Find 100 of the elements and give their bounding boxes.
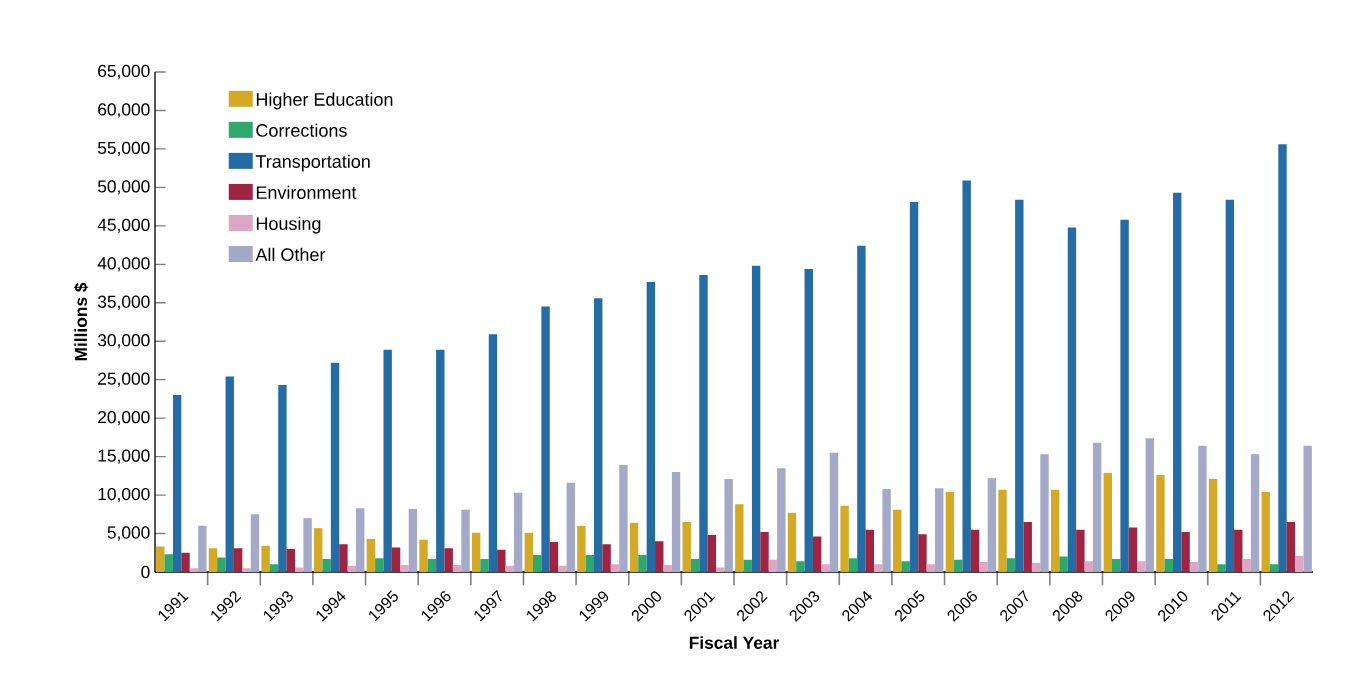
bar [629, 522, 639, 572]
bar [408, 508, 418, 572]
bar [558, 565, 567, 572]
bar [935, 488, 944, 572]
y-tick-label: 50,000 [97, 180, 150, 195]
bar [356, 508, 365, 572]
bar [383, 349, 392, 572]
bar [303, 518, 312, 572]
bar [1128, 527, 1138, 572]
legend-label: All Other [255, 247, 326, 262]
y-tick-label: 45,000 [97, 218, 150, 233]
bar [787, 512, 797, 572]
bar [189, 568, 199, 572]
bar [1111, 558, 1121, 572]
bar [1067, 227, 1077, 572]
bar [233, 548, 243, 572]
y-tick-label: 10,000 [98, 487, 150, 503]
bar [638, 555, 647, 572]
bar [452, 565, 462, 572]
bar [707, 535, 717, 572]
bar [1295, 555, 1304, 572]
bar [347, 565, 357, 572]
bar [945, 492, 955, 572]
bar [419, 539, 428, 572]
y-tick-label: 55,000 [97, 141, 150, 157]
y-tick-label: 65,000 [98, 64, 150, 80]
bar [874, 564, 883, 572]
bar [857, 245, 866, 572]
bar [541, 306, 550, 572]
bar [768, 559, 778, 572]
bar [1040, 454, 1049, 572]
bar [172, 395, 182, 572]
y-axis-title: Millions $ [73, 282, 89, 361]
y-tick-label: 60,000 [98, 103, 150, 118]
bar [391, 547, 401, 572]
bar [225, 376, 234, 572]
bar [322, 558, 331, 572]
bar [1198, 445, 1207, 572]
bar [1076, 529, 1085, 572]
bar [436, 349, 445, 572]
bar [901, 561, 910, 572]
bar [549, 542, 559, 572]
bar [1023, 522, 1032, 572]
bar [926, 564, 936, 572]
bar [1084, 561, 1093, 572]
bar [208, 548, 218, 572]
legend-label: Housing [256, 216, 321, 234]
bar [716, 567, 725, 572]
bar [217, 557, 226, 572]
bar [690, 558, 700, 572]
bar [1250, 454, 1260, 572]
bar [330, 362, 340, 572]
bar [655, 541, 664, 572]
bar [427, 558, 437, 572]
bar [1208, 478, 1218, 572]
legend-label: Transportation [255, 154, 370, 172]
bar [882, 488, 891, 572]
bar [1103, 472, 1112, 572]
bar [1286, 522, 1296, 572]
bar [480, 558, 489, 572]
bar [524, 532, 533, 572]
bar [242, 568, 251, 572]
bar [1242, 558, 1251, 572]
bar [375, 558, 384, 572]
bar [909, 202, 919, 572]
bar [444, 548, 453, 572]
bar [987, 478, 997, 572]
bar [619, 465, 628, 572]
y-tick-label: 40,000 [97, 257, 150, 272]
bar [777, 468, 786, 572]
bar [1092, 442, 1102, 572]
y-tick-label: 20,000 [98, 410, 150, 426]
x-axis-title: Fiscal Year [689, 636, 780, 649]
bar [1261, 492, 1270, 572]
bar [962, 180, 971, 572]
bar [1189, 562, 1199, 572]
bar [1050, 489, 1060, 572]
bar [1137, 561, 1146, 572]
bar [1156, 475, 1165, 572]
bar [979, 562, 988, 572]
bar [954, 559, 963, 572]
y-tick-label: 35,000 [97, 295, 150, 310]
bar [566, 482, 575, 572]
bar [610, 564, 620, 572]
bar [1278, 144, 1287, 572]
bar [663, 565, 672, 572]
bar [497, 549, 506, 572]
bar [724, 478, 733, 572]
bar [198, 525, 207, 572]
bar [505, 565, 514, 572]
bar [471, 532, 481, 572]
bar [918, 534, 927, 572]
bar [671, 472, 681, 572]
y-tick-label: 25,000 [98, 372, 150, 387]
bar [1059, 556, 1068, 572]
y-tick-label: 0 [141, 565, 150, 579]
bar [1269, 564, 1279, 572]
bar [366, 538, 376, 572]
bar [796, 561, 805, 572]
bar [821, 564, 830, 572]
